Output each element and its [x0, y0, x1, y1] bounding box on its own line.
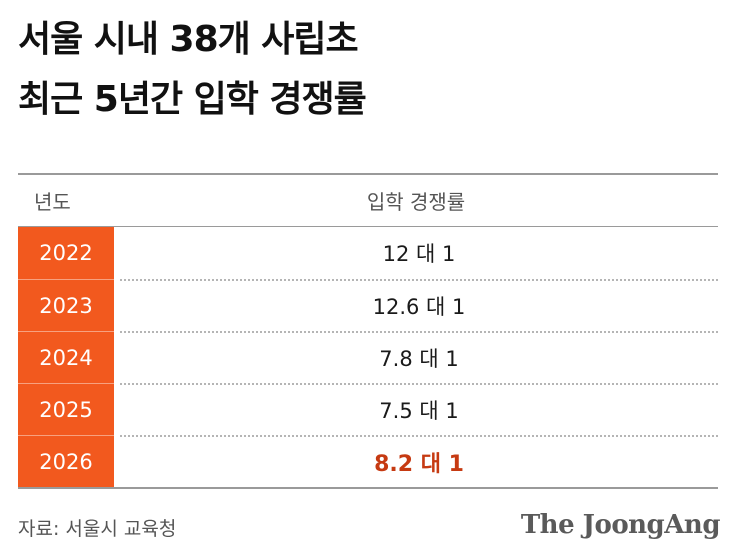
title-line-1: 서울 시내 38개 사립초 [18, 19, 359, 60]
competition-rate-table: 년도 입학 경쟁률 2022 12 대 1 2023 12.6 대 1 2024… [18, 173, 718, 489]
rate-cell-highlight: 8.2 대 1 [120, 435, 718, 487]
year-cell: 2026 [18, 435, 114, 487]
year-cell: 2023 [18, 279, 114, 331]
table-row: 2024 7.8 대 1 [18, 331, 718, 383]
title-line-2: 최근 5년간 입학 경쟁률 [18, 79, 367, 120]
page-title: 서울 시내 38개 사립초 최근 5년간 입학 경쟁률 [18, 10, 367, 130]
rate-cell: 12.6 대 1 [120, 279, 718, 331]
table-row: 2023 12.6 대 1 [18, 279, 718, 331]
table-row: 2022 12 대 1 [18, 227, 718, 279]
header-rate: 입학 경쟁률 [366, 190, 466, 214]
publisher-logo: The JoongAng [520, 510, 721, 540]
year-cell: 2022 [18, 227, 114, 279]
year-cell: 2025 [18, 383, 114, 435]
year-cell: 2024 [18, 331, 114, 383]
rate-cell: 12 대 1 [382, 242, 456, 266]
rate-cell: 7.8 대 1 [120, 331, 718, 383]
header-year: 년도 [34, 190, 71, 214]
source-note: 자료: 서울시 교육청 [18, 518, 177, 540]
table-row-highlight: 2026 8.2 대 1 [18, 435, 718, 487]
rate-cell: 7.5 대 1 [120, 383, 718, 435]
table-row: 2025 7.5 대 1 [18, 383, 718, 435]
table-header: 년도 입학 경쟁률 [18, 175, 718, 227]
